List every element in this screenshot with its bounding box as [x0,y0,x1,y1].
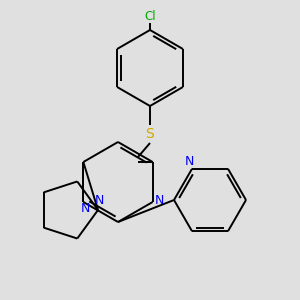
Text: S: S [146,127,154,141]
Text: N: N [155,194,164,206]
Text: N: N [94,194,104,208]
Text: N: N [184,155,194,168]
Text: Cl: Cl [144,10,156,22]
Text: N: N [81,202,90,214]
